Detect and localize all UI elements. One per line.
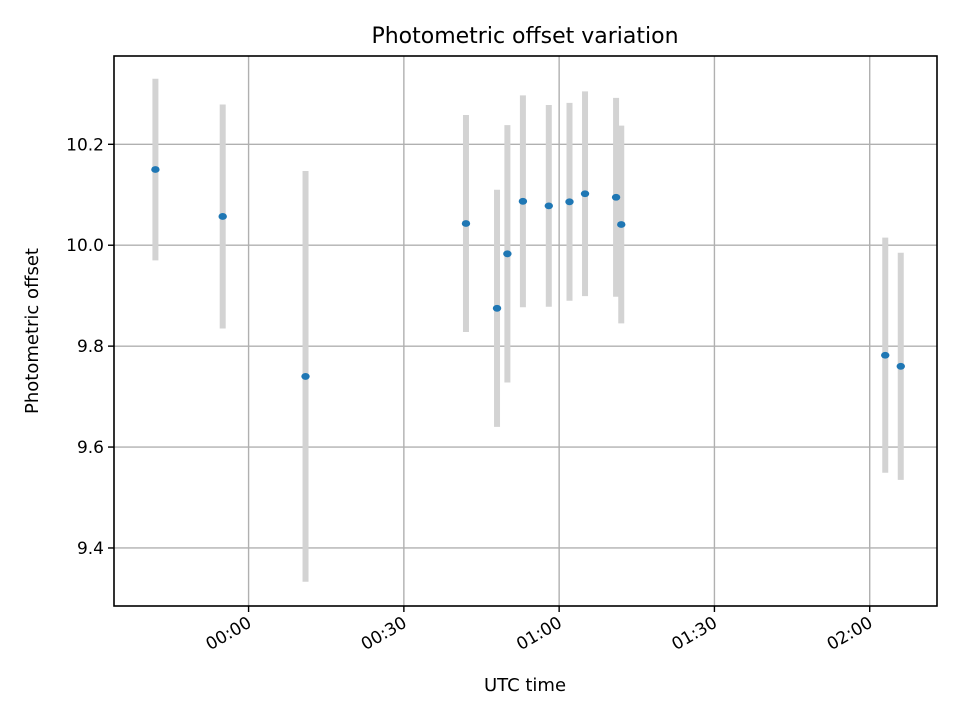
data-point xyxy=(518,197,528,205)
data-point xyxy=(611,193,621,201)
data-point xyxy=(218,213,227,220)
data-points xyxy=(151,166,905,380)
y-axis: 9.4 9.6 9.8 10.0 10.2 xyxy=(66,135,114,559)
y-tick-label: 10.2 xyxy=(66,135,104,155)
x-axis-label: UTC time xyxy=(484,675,566,696)
data-point xyxy=(544,202,553,210)
y-tick-label: 9.8 xyxy=(77,337,104,357)
data-point xyxy=(503,250,512,258)
data-point xyxy=(881,351,890,359)
data-point xyxy=(151,166,160,173)
chart-title: Photometric offset variation xyxy=(371,24,678,49)
plot-frame xyxy=(113,55,938,607)
data-point xyxy=(461,220,471,227)
y-tick-label: 10.0 xyxy=(66,236,104,256)
data-point xyxy=(617,221,626,228)
y-tick-label: 9.4 xyxy=(77,539,104,559)
data-point xyxy=(301,373,310,380)
data-point xyxy=(565,198,574,206)
data-point xyxy=(492,304,502,312)
y-tick-label: 9.6 xyxy=(77,438,104,458)
data-point xyxy=(896,362,905,370)
data-point xyxy=(580,190,590,198)
y-axis-label: Photometric offset xyxy=(22,248,43,414)
